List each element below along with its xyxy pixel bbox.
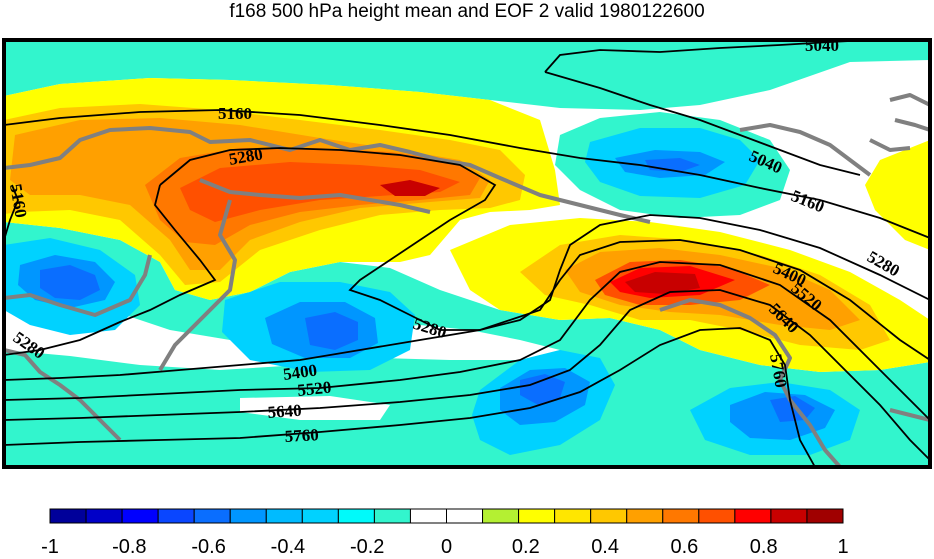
colorbar-tick-label: -1 [41,536,59,558]
colorbar-box [193,508,231,524]
colorbar-box [554,508,592,524]
contour-label-5400-b: 5400 [282,360,318,384]
colorbar-box [482,508,520,524]
colorbar-tick-label: 0.4 [591,536,619,558]
colorbar-box [49,508,87,524]
colorbar-box [121,508,159,524]
colorbar-tick-label: 0 [440,536,453,558]
colorbar-box [301,508,339,524]
neutral-band [4,300,560,370]
colorbar-box [337,508,375,524]
colorbar [49,508,844,524]
colorbar-box [518,508,556,524]
colorbar-box [698,508,736,524]
contour-label-5040-a: 5040 [805,36,839,55]
colorbar-box [590,508,628,524]
height-contours [4,40,930,467]
colorbar-tick-label: -0.2 [349,536,385,558]
contour-label-5640-b: 5640 [267,401,302,422]
coastlines [4,93,930,467]
colorbar-box [229,508,267,524]
colorbar-box [409,508,448,524]
contour-label-5520-b: 5520 [296,378,332,400]
strong-positive-fill [145,148,770,305]
map-frame [2,38,932,469]
colorbar-tick-label: 0.2 [511,536,540,558]
colorbar-box [157,508,195,524]
contour-label-5760-b: 5760 [284,425,319,446]
colorbar-tick-label: -0.6 [191,536,226,558]
colorbar-tick-label: 0.8 [749,536,778,558]
chart-title: f168 500 hPa height mean and EOF 2 valid… [229,1,705,22]
colorbar-tick-label: 1 [837,536,849,558]
map-panel: 5040 5040 5160 5160 5160 5280 5280 5280 … [2,36,932,469]
colorbar-box [662,508,700,524]
colorbar-box [446,508,484,524]
colorbar-boxes [49,508,844,524]
colorbar-box [770,508,808,524]
colorbar-box [373,508,411,524]
colorbar-box [626,508,664,524]
colorbar-tick-label: -0.4 [270,536,306,558]
colorbar-tick-label: -0.8 [112,536,147,558]
colorbar-box [85,508,123,524]
colorbar-box [734,508,772,524]
colorbar-box [265,508,303,524]
colorbar-tick-label: 0.6 [670,536,699,558]
colorbar-box [806,508,844,524]
contour-label-5160-a: 5160 [218,104,252,123]
strong-negative-fill [18,150,835,440]
